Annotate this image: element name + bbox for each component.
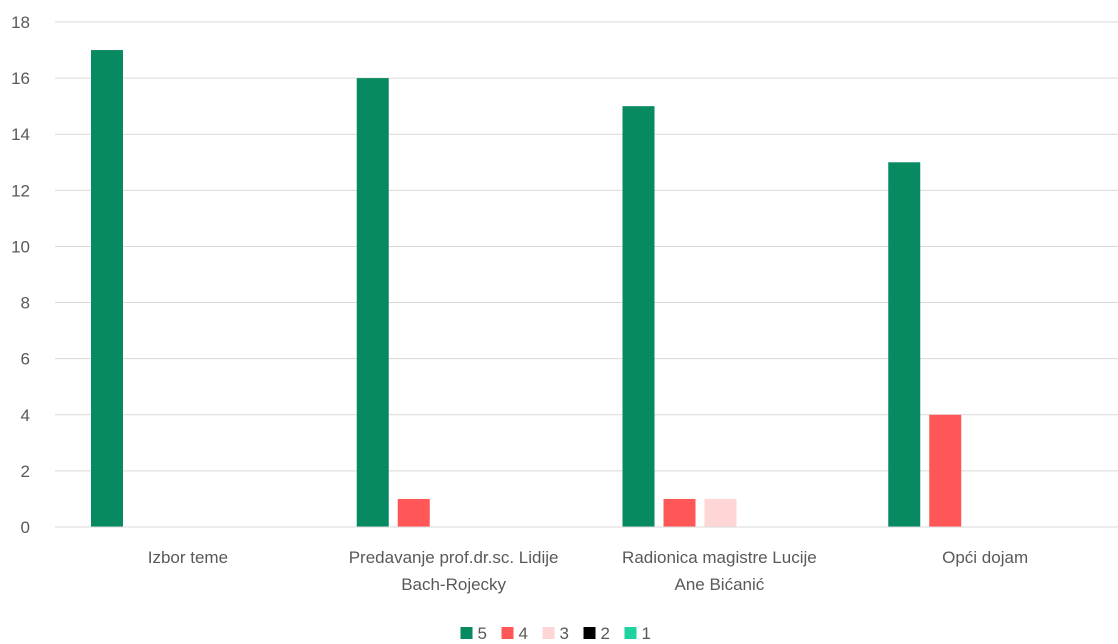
category-label: Predavanje prof.dr.sc. Lidije [349,548,559,567]
y-tick-label: 16 [11,69,30,88]
y-tick-label: 18 [11,13,30,32]
category-labels: Izbor teme Predavanje prof.dr.sc. Lidije B… [148,548,1028,594]
legend-swatch [501,627,514,639]
legend-label: 2 [601,624,610,643]
bar-series-4-cat-2 [663,498,696,527]
category-label: Opći dojam [942,548,1028,567]
category-label: Ane Bićanić [674,575,764,594]
legend: 5 4 3 2 1 [460,624,651,643]
y-axis-tick-labels: 0 2 4 6 8 10 12 14 16 18 [11,13,30,537]
legend-item-5: 5 [460,624,487,643]
y-tick-label: 12 [11,181,30,200]
bar-series-5-cat-0 [91,50,123,528]
bar-series-3-cat-2 [704,498,737,527]
legend-item-2: 2 [583,624,610,643]
category-label: Radionica magistre Lucije [622,548,817,567]
legend-item-4: 4 [501,624,528,643]
gridlines [55,21,1118,472]
y-tick-label: 2 [21,462,30,481]
bar-series-5-cat-3 [888,162,921,527]
legend-swatch [624,627,637,639]
bar-series-4-cat-3 [929,414,962,527]
bar-series-4-cat-1 [397,498,430,527]
bar-series-5-cat-2 [622,106,655,528]
y-tick-label: 0 [21,518,30,537]
y-tick-label: 6 [21,350,30,369]
category-label: Izbor teme [148,548,228,567]
category-label: Bach-Rojecky [401,575,506,594]
legend-swatch [583,627,596,639]
y-tick-label: 8 [21,294,30,313]
bars [91,50,962,528]
legend-swatch [460,627,473,639]
legend-label: 1 [642,624,651,643]
legend-item-1: 1 [624,624,651,643]
legend-item-3: 3 [542,624,569,643]
y-tick-label: 10 [11,237,30,256]
y-tick-label: 14 [11,125,30,144]
legend-swatch [542,627,555,639]
bar-series-5-cat-1 [356,78,389,527]
y-tick-label: 4 [21,406,30,425]
legend-label: 3 [560,624,569,643]
legend-label: 4 [519,624,528,643]
legend-label: 5 [478,624,487,643]
